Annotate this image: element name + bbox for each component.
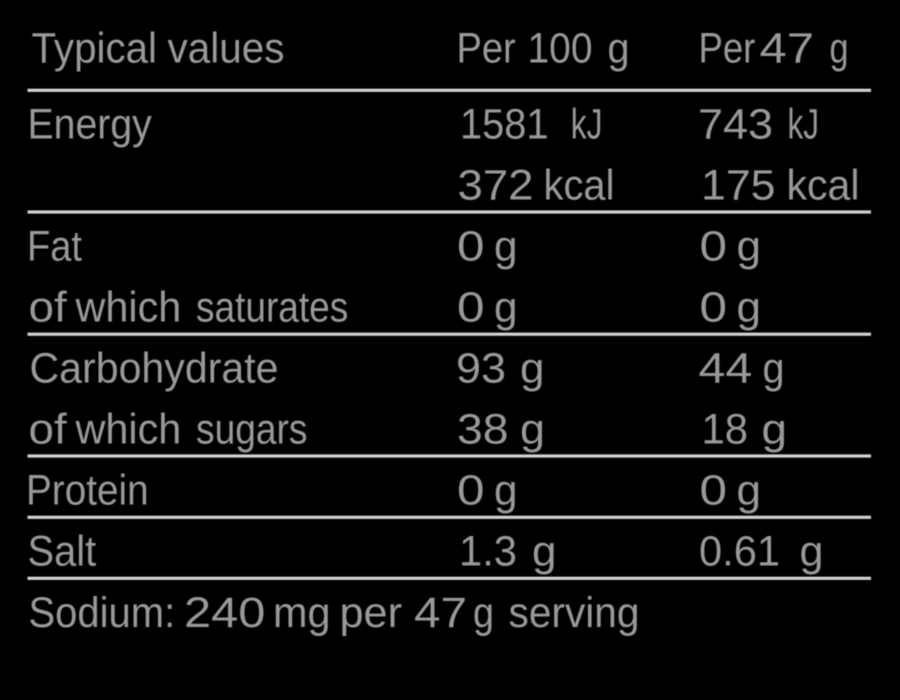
svg-text:Carbohydrate: Carbohydrate — [30, 346, 279, 393]
svg-text:743: 743 — [698, 101, 773, 148]
svg-text:serving: serving — [509, 590, 640, 637]
svg-text:100: 100 — [528, 26, 593, 73]
svg-text:of: of — [29, 407, 67, 454]
svg-text:Protein: Protein — [26, 468, 149, 515]
svg-text:0: 0 — [700, 468, 728, 515]
svg-text:g: g — [494, 284, 518, 331]
svg-text:g: g — [830, 26, 849, 73]
svg-text:mg: mg — [273, 590, 331, 637]
svg-text:0: 0 — [457, 284, 485, 331]
svg-text:18: 18 — [702, 407, 749, 454]
svg-text:g: g — [532, 529, 557, 576]
svg-text:0: 0 — [700, 284, 728, 331]
svg-text:g: g — [494, 468, 518, 515]
svg-text:g: g — [494, 223, 518, 270]
svg-text:g: g — [473, 590, 494, 637]
svg-text:1.3: 1.3 — [459, 529, 517, 576]
svg-text:kcal: kcal — [544, 162, 615, 209]
svg-text:38: 38 — [457, 407, 509, 454]
svg-text:47: 47 — [760, 26, 815, 73]
svg-text:1581: 1581 — [460, 101, 549, 148]
svg-text:0: 0 — [457, 468, 485, 515]
svg-text:kcal: kcal — [787, 162, 860, 209]
svg-text:g: g — [520, 346, 545, 393]
svg-text:g: g — [520, 407, 545, 454]
svg-text:g: g — [762, 407, 788, 454]
svg-text:240: 240 — [184, 590, 265, 637]
svg-text:kJ: kJ — [788, 101, 820, 148]
svg-text:saturates: saturates — [196, 284, 348, 331]
svg-text:g: g — [737, 468, 762, 515]
svg-text:per: per — [340, 590, 403, 637]
svg-text:which: which — [75, 284, 182, 331]
svg-text:Energy: Energy — [28, 101, 153, 148]
svg-text:44: 44 — [699, 346, 753, 393]
svg-text:0: 0 — [700, 223, 728, 270]
svg-text:which: which — [75, 407, 182, 454]
svg-text:values: values — [168, 26, 285, 73]
svg-text:Per: Per — [699, 26, 756, 73]
svg-text:g: g — [800, 529, 824, 576]
svg-text:372: 372 — [458, 162, 534, 209]
svg-text:Salt: Salt — [28, 529, 97, 576]
svg-text:g: g — [763, 346, 785, 393]
svg-text:Typical: Typical — [32, 26, 158, 73]
svg-text:Per: Per — [457, 26, 516, 73]
svg-text:0.61: 0.61 — [699, 529, 780, 576]
svg-text:g: g — [737, 284, 762, 331]
svg-text:g: g — [608, 26, 630, 73]
svg-text:47: 47 — [414, 590, 467, 637]
svg-text:93: 93 — [456, 346, 506, 393]
svg-text:Sodium:: Sodium: — [29, 590, 176, 637]
svg-text:0: 0 — [457, 223, 485, 270]
svg-text:of: of — [29, 284, 67, 331]
svg-text:sugars: sugars — [196, 407, 308, 454]
svg-text:Fat: Fat — [27, 223, 82, 270]
svg-text:175: 175 — [701, 162, 776, 209]
svg-text:kJ: kJ — [571, 101, 603, 148]
svg-text:g: g — [737, 223, 762, 270]
